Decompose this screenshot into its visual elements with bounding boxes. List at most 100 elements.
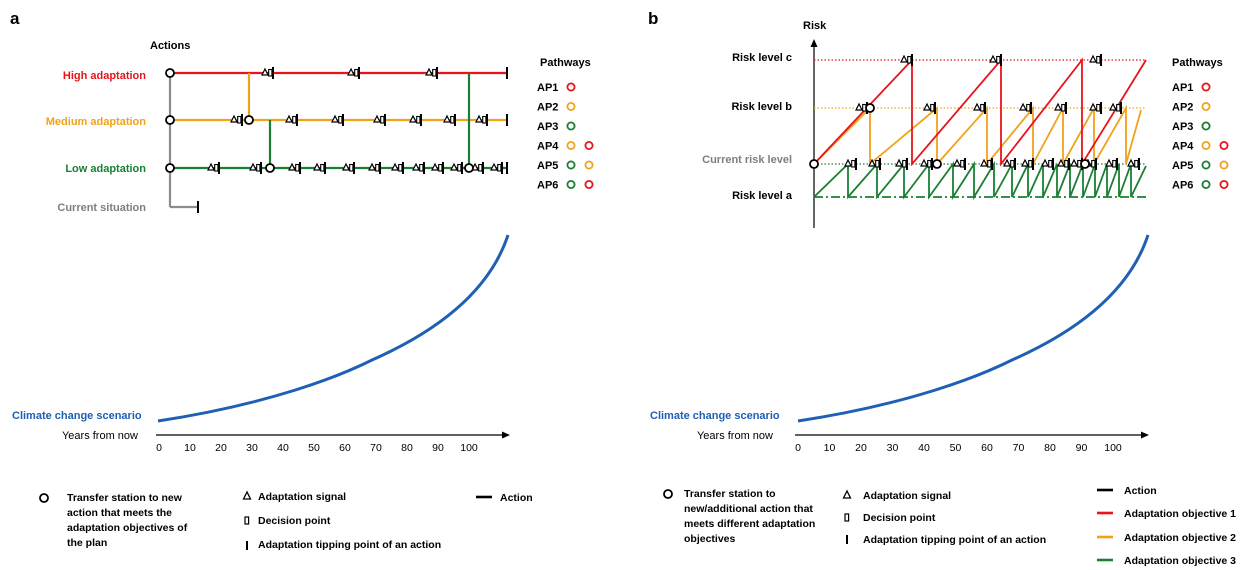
decision-icon <box>432 68 437 77</box>
risk-axis-label: Risk <box>803 20 827 32</box>
transfer-station <box>464 163 474 173</box>
transfer-station <box>1080 159 1090 169</box>
decision-icon <box>1134 159 1139 168</box>
signal-icon <box>261 67 269 76</box>
signal-icon <box>980 158 988 167</box>
pathway-label: AP5 <box>537 160 558 172</box>
legend-decision: Decision point <box>863 512 936 524</box>
signal-icon <box>1109 102 1117 111</box>
pathway-label: AP3 <box>537 121 558 133</box>
decision-icon <box>1116 103 1121 112</box>
signal-icon <box>1003 158 1011 167</box>
signal-icon <box>431 162 439 171</box>
signal-icon <box>1019 102 1027 111</box>
pathway-label: AP4 <box>1172 141 1194 153</box>
decision-icon <box>398 163 403 172</box>
decision-icon <box>1028 159 1033 168</box>
signal-icon <box>900 54 908 63</box>
decision-icon <box>1048 159 1053 168</box>
pathway-circle-icon <box>566 160 576 170</box>
tick-label: 10 <box>824 442 836 454</box>
signal-icon <box>1089 102 1097 111</box>
signal-icon <box>1021 158 1029 167</box>
signal-icon <box>342 162 350 171</box>
decision-icon <box>457 163 462 172</box>
decision-icon <box>438 163 443 172</box>
actions-heading: Actions <box>150 40 190 52</box>
climate-change-curve <box>157 234 510 423</box>
time-axis-ticks: 0 10 20 30 40 50 60 70 80 90 100 <box>156 442 478 454</box>
legend-objective-2: Adaptation objective 2 <box>1124 532 1236 544</box>
legend-decision: Decision point <box>258 515 331 527</box>
signal-icon <box>368 162 376 171</box>
pathway-circle-icon <box>1201 102 1211 112</box>
pathways-heading: Pathways <box>540 57 591 69</box>
decision-icon <box>1096 103 1101 112</box>
signal-icon <box>443 114 451 123</box>
tick-label: 20 <box>855 442 867 454</box>
risk-level-c-label: Risk level c <box>732 52 792 64</box>
tick-label: 20 <box>215 442 227 454</box>
tick-label: 80 <box>1044 442 1056 454</box>
axis-label: Years from now <box>62 430 138 442</box>
signal-icon <box>1041 158 1049 167</box>
decision-icon <box>482 115 487 124</box>
legend-transfer-2: action that meets the <box>67 507 172 519</box>
signal-icon <box>844 158 852 167</box>
pathway-circle-icon <box>584 140 594 150</box>
transfer-station <box>809 159 819 169</box>
decision-icon <box>1010 159 1015 168</box>
pathways-list: AP1 AP2 AP3 AP4 AP5 AP6 <box>537 82 594 192</box>
decision-icon <box>320 163 325 172</box>
pathway-circle-icon <box>1201 160 1211 170</box>
pathway-circle-icon <box>566 121 576 131</box>
pathway-circle-icon <box>566 82 576 92</box>
pathway-circle-icon <box>1219 160 1229 170</box>
legend-transfer-3: adaptation objectives of <box>67 522 188 534</box>
decision-icon <box>980 103 985 112</box>
signal-icon <box>373 114 381 123</box>
decision-icon <box>214 163 219 172</box>
pathway-label: AP2 <box>1172 102 1193 114</box>
tick-label: 60 <box>981 442 993 454</box>
climate-change-curve <box>797 234 1150 423</box>
transfer-station <box>165 115 175 125</box>
risk-axis-arrow-icon <box>810 39 818 47</box>
transfer-station <box>165 68 175 78</box>
signal-icon <box>953 158 961 167</box>
axis-arrow-icon <box>1141 431 1149 439</box>
signal-icon <box>1054 102 1062 111</box>
transfer-station <box>165 163 175 173</box>
tick-label: 70 <box>1013 442 1025 454</box>
pathway-circle-icon <box>1201 82 1211 92</box>
decision-icon <box>450 115 455 124</box>
panel-a: a Actions High adaptation Medium adaptat… <box>10 9 594 551</box>
legend-transfer-4: objectives <box>684 533 736 545</box>
panel-a-letter: a <box>10 9 20 28</box>
decision-icon <box>1112 159 1117 168</box>
decision-icon <box>380 115 385 124</box>
decision-icon <box>1026 103 1031 112</box>
signal-icon <box>249 162 257 171</box>
signal-icon <box>313 162 321 171</box>
decision-icon <box>987 159 992 168</box>
decision-icon <box>851 159 856 168</box>
legend-objective-1: Adaptation objective 1 <box>1124 508 1236 520</box>
tick-label: 70 <box>370 442 382 454</box>
panel-b: b Risk Risk level c Risk level b Current… <box>648 9 1236 567</box>
decision-icon <box>960 159 965 168</box>
decision-icon <box>419 163 424 172</box>
row-label-high: High adaptation <box>63 70 146 82</box>
pathway-label: AP3 <box>1172 121 1193 133</box>
pathway-circle-icon <box>584 160 594 170</box>
decision-icon <box>354 68 359 77</box>
signal-icon <box>391 162 399 171</box>
objective-2-trajectory <box>813 104 1142 168</box>
decision-icon <box>996 55 1001 64</box>
decision-legend-icon <box>244 516 250 525</box>
decision-icon <box>338 115 343 124</box>
signal-icon <box>207 162 215 171</box>
decision-icon <box>416 115 421 124</box>
row-label-low: Low adaptation <box>65 163 146 175</box>
tick-label: 90 <box>432 442 444 454</box>
